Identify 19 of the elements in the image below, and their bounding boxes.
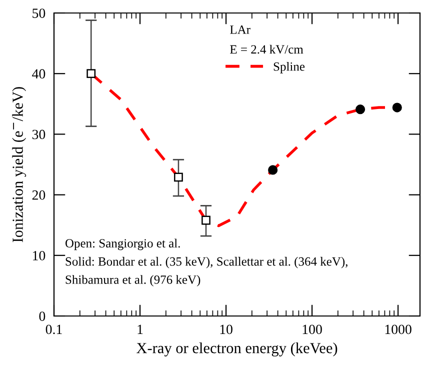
x-tick-label: 100 [302, 324, 322, 334]
annotation: LAr [230, 26, 250, 34]
x-axis-title: X-ray or electron energy (keVee) [136, 342, 338, 356]
y-tick-label: 40 [32, 69, 46, 79]
annotation: Open: Sangiorgio et al. [65, 238, 180, 250]
legend-label: Spline [274, 62, 305, 74]
y-tick-label: 30 [32, 130, 46, 140]
y-tick-label: 10 [33, 250, 46, 260]
x-tick-label: 0.1 [46, 324, 62, 334]
x-tick-label: 10 [220, 324, 232, 334]
annotation: Shibamura et al. (976 keV) [66, 275, 200, 286]
y-tick-label: 0 [39, 312, 46, 321]
y-tick-label: 20 [32, 190, 46, 200]
x-tick-label: 1 [138, 324, 143, 334]
x-tick-label: 1000 [385, 324, 412, 334]
annotation: Solid: Bondar et al. (35 keV), Scallettar et al. (364 keV), [66, 256, 348, 268]
y-tick-label: 50 [32, 8, 46, 18]
annotation: E = 2.4 kV/cm [230, 44, 304, 54]
y-axis-title: Ionization yield (e$^{−}$/keV) [12, 87, 26, 242]
